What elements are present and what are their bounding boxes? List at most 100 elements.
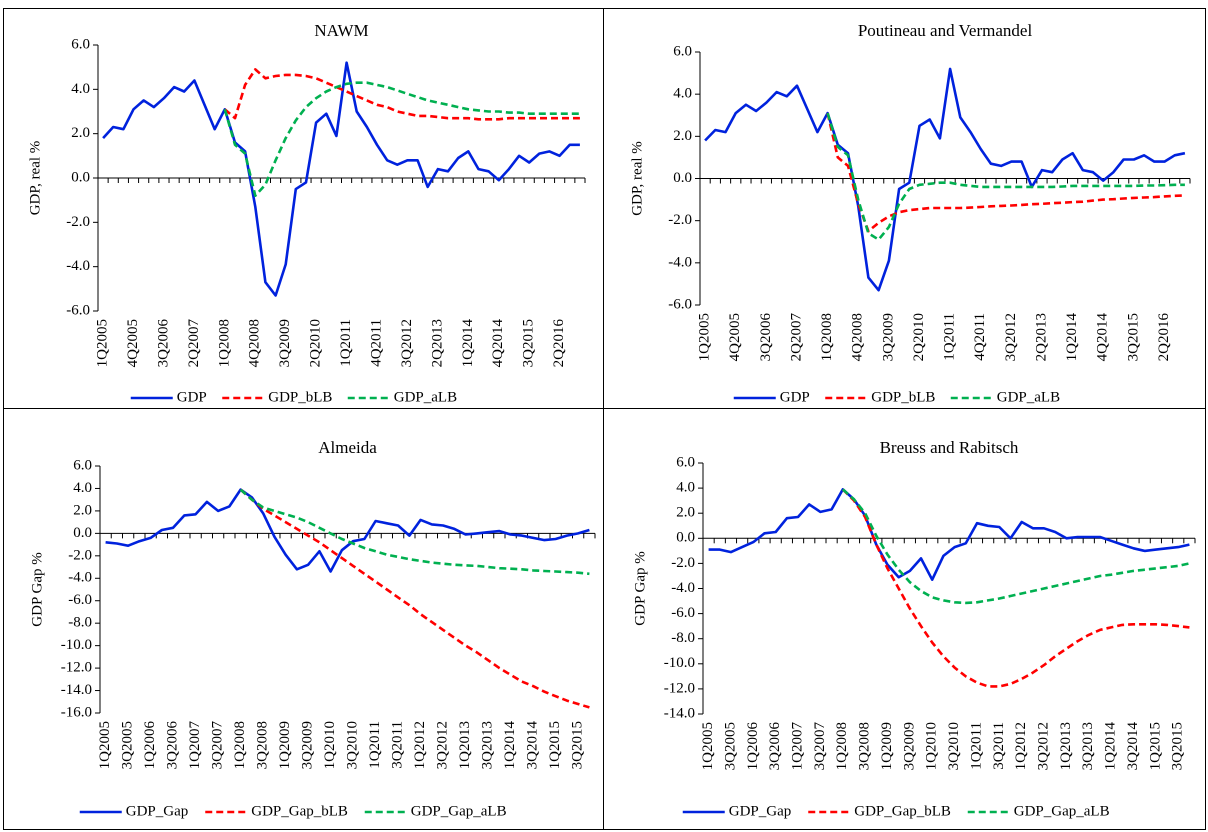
series-line <box>239 488 590 709</box>
x-tick-label: 1Q2012 <box>1013 722 1029 770</box>
x-tick-label: 2Q2013 <box>1033 313 1049 361</box>
legend-label: GDP_Gap_bLB <box>251 803 348 819</box>
x-tick-label: 1Q2011 <box>367 721 383 769</box>
legend-label: GDP_aLB <box>997 389 1060 405</box>
x-tick-label: 3Q2009 <box>277 319 293 367</box>
y-tick-label: -4.0 <box>671 580 695 596</box>
y-tick-label: -8.0 <box>671 630 695 646</box>
y-axis-label: GDP Gap % <box>632 551 648 625</box>
x-tick-label: 4Q2014 <box>490 319 506 368</box>
x-tick-label: 2Q2010 <box>308 319 324 367</box>
series-line <box>105 488 590 573</box>
x-tick-label: 1Q2014 <box>1103 722 1119 771</box>
y-tick-label: -4.0 <box>68 570 92 586</box>
x-tick-label: 1Q2005 <box>700 722 716 770</box>
y-tick-label: 2.0 <box>71 125 90 141</box>
y-tick-label: 4.0 <box>73 480 92 496</box>
x-tick-label: 3Q2010 <box>345 721 361 769</box>
x-tick-label: 3Q2015 <box>1125 313 1141 361</box>
x-tick-label: 1Q2013 <box>457 721 473 769</box>
y-tick-label: -8.0 <box>68 615 92 631</box>
x-tick-label: 1Q2012 <box>412 721 428 769</box>
x-tick-label: 1Q2008 <box>216 319 232 367</box>
y-tick-label: -6.0 <box>68 592 92 608</box>
x-tick-label: 3Q2006 <box>758 313 774 362</box>
y-tick-label: 0.0 <box>676 530 695 546</box>
x-tick-label: 4Q2011 <box>368 319 384 367</box>
x-tick-label: 4Q2014 <box>1095 313 1111 362</box>
x-tick-label: 4Q2005 <box>125 319 141 367</box>
x-tick-label: 3Q2005 <box>120 721 136 769</box>
y-tick-label: -4.0 <box>668 254 692 270</box>
series-line <box>223 68 580 121</box>
x-tick-label: 1Q2011 <box>968 722 984 770</box>
x-tick-label: 1Q2015 <box>547 721 563 769</box>
series-line <box>102 61 580 297</box>
legend-label: GDP_aLB <box>394 389 457 405</box>
chart-title: Poutineau and Vermandel <box>858 21 1033 40</box>
y-tick-label: -12.0 <box>61 660 92 676</box>
x-tick-label: 3Q2013 <box>1080 722 1096 770</box>
chart-title: Breuss and Rabitsch <box>880 438 1019 457</box>
x-tick-label: 1Q2005 <box>95 319 111 367</box>
x-tick-label: 1Q2008 <box>819 313 835 361</box>
x-tick-label: 1Q2015 <box>1147 722 1163 770</box>
y-tick-label: 2.0 <box>673 128 692 144</box>
series-line <box>826 112 1185 241</box>
y-tick-label: 6.0 <box>676 454 695 470</box>
x-tick-label: 4Q2008 <box>850 313 866 361</box>
y-tick-label: -2.0 <box>668 212 692 228</box>
legend-label: GDP <box>780 389 810 405</box>
x-tick-label: 3Q2007 <box>210 721 226 770</box>
x-tick-label: 3Q2011 <box>390 721 406 769</box>
y-tick-label: -2.0 <box>671 555 695 571</box>
y-tick-label: -10.0 <box>61 637 92 653</box>
x-tick-label: 3Q2012 <box>399 319 415 367</box>
x-tick-label: 1Q2009 <box>277 721 293 769</box>
x-tick-label: 4Q2005 <box>727 313 743 361</box>
y-tick-label: -4.0 <box>66 258 90 274</box>
y-tick-label: -16.0 <box>61 704 92 720</box>
series-line <box>841 488 1190 605</box>
x-tick-label: 2Q2010 <box>911 313 927 361</box>
series-line <box>826 112 1185 233</box>
series-line <box>708 488 1190 581</box>
legend-label: GDP_Gap <box>729 803 792 819</box>
x-tick-label: 4Q2008 <box>247 319 263 367</box>
x-tick-label: 1Q2007 <box>789 722 805 771</box>
legend-label: GDP_Gap_aLB <box>411 803 507 819</box>
x-tick-label: 2Q2013 <box>429 319 445 367</box>
x-tick-label: 3Q2005 <box>722 722 738 770</box>
legend-label: GDP_Gap <box>126 803 189 819</box>
x-tick-label: 1Q2014 <box>1064 313 1080 362</box>
x-tick-label: 3Q2008 <box>255 721 271 769</box>
x-tick-label: 3Q2012 <box>435 721 451 769</box>
x-tick-label: 3Q2015 <box>570 721 586 769</box>
x-tick-label: 3Q2009 <box>300 721 316 769</box>
x-tick-label: 1Q2014 <box>502 721 518 770</box>
x-tick-label: 3Q2012 <box>1003 313 1019 361</box>
y-tick-label: 0.0 <box>73 525 92 541</box>
x-tick-label: 3Q2014 <box>525 721 541 770</box>
x-tick-label: 1Q2008 <box>834 722 850 770</box>
y-tick-label: -2.0 <box>66 214 90 230</box>
y-tick-label: 6.0 <box>673 43 692 59</box>
y-tick-label: 6.0 <box>71 36 90 52</box>
y-tick-label: 0.0 <box>673 170 692 186</box>
y-tick-label: -12.0 <box>664 680 695 696</box>
x-tick-label: 1Q2006 <box>745 722 761 771</box>
x-tick-label: 3Q2006 <box>165 721 181 770</box>
x-tick-label: 1Q2014 <box>460 319 476 368</box>
y-tick-label: 4.0 <box>673 86 692 102</box>
x-tick-label: 1Q2008 <box>232 721 248 769</box>
x-tick-label: 1Q2007 <box>187 721 203 770</box>
x-tick-label: 4Q2011 <box>972 313 988 361</box>
x-tick-label: 1Q2006 <box>142 721 158 770</box>
x-tick-label: 2Q2016 <box>1156 313 1172 362</box>
legend-label: GDP_bLB <box>871 389 935 405</box>
panel-border <box>603 408 1206 830</box>
x-tick-label: 1Q2013 <box>1058 722 1074 770</box>
y-axis-label: GDP, real % <box>27 141 43 216</box>
x-tick-label: 1Q2010 <box>924 722 940 770</box>
x-tick-label: 3Q2009 <box>901 722 917 770</box>
